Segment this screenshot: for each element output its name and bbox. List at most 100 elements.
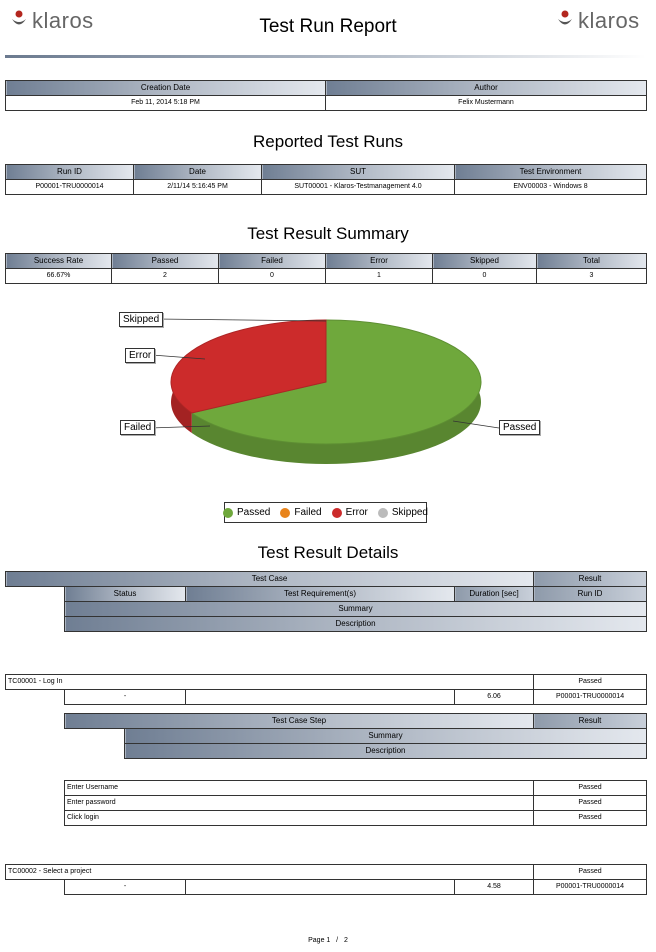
runs-table: Run ID Date SUT Test Environment P00001-… bbox=[5, 164, 647, 195]
legend-item-error: Error bbox=[331, 507, 368, 518]
creation-table: Creation Date Author Feb 11, 2014 5:18 P… bbox=[5, 80, 647, 111]
details-header-table: Test Case Result Status Test Requirement… bbox=[4, 571, 648, 632]
klaros-logo-left: klaros bbox=[10, 8, 94, 34]
summary-table: Success Rate Passed Failed Error Skipped… bbox=[5, 253, 647, 284]
col-header-requirements: Test Requirement(s) bbox=[185, 586, 455, 602]
step-name: Enter Username bbox=[64, 780, 534, 796]
logo-text: klaros bbox=[578, 8, 640, 33]
indent-spacer bbox=[65, 729, 125, 744]
test-case-run-id: P00001-TRU0000014 bbox=[533, 689, 648, 705]
step-result: Passed bbox=[533, 780, 647, 796]
col-header: Passed bbox=[111, 253, 219, 269]
step-result: Passed bbox=[533, 795, 647, 811]
test-case-result: Passed bbox=[533, 674, 648, 690]
legend-label: Error bbox=[345, 507, 368, 518]
step-row: Enter Username Passed bbox=[64, 780, 647, 796]
creation-date-value: Feb 11, 2014 5:18 PM bbox=[5, 95, 326, 111]
pie-label-passed: Passed bbox=[499, 420, 541, 435]
legend-item-failed: Failed bbox=[280, 507, 322, 518]
indent-spacer bbox=[6, 690, 65, 705]
test-case-requirements bbox=[185, 879, 455, 895]
test-case-run-id: P00001-TRU0000014 bbox=[533, 879, 648, 895]
pie-label-skipped: Skipped bbox=[119, 312, 164, 327]
legend-dot bbox=[223, 507, 234, 518]
test-case-status: - bbox=[64, 879, 186, 895]
step-result: Passed bbox=[533, 810, 647, 826]
leader-line-passed bbox=[452, 420, 500, 429]
col-header-step: Test Case Step bbox=[64, 713, 534, 729]
failed-cell: 0 bbox=[218, 268, 326, 284]
indent-spacer bbox=[6, 617, 65, 632]
test-case-name: TC00001 - Log In bbox=[4, 674, 535, 690]
legend-dot bbox=[377, 507, 388, 518]
col-header: Total bbox=[536, 253, 647, 269]
legend-item-passed: Passed bbox=[223, 507, 270, 518]
col-header: Skipped bbox=[432, 253, 537, 269]
section-heading: Test Result Details bbox=[257, 543, 399, 562]
klaros-logo-icon bbox=[558, 10, 572, 25]
test-case-result: Passed bbox=[533, 864, 648, 880]
col-header-step-summary: Summary bbox=[124, 728, 647, 744]
col-header: Run ID bbox=[5, 164, 134, 180]
error-cell: 1 bbox=[325, 268, 433, 284]
leader-line-error bbox=[151, 354, 206, 360]
indent-spacer bbox=[65, 744, 125, 759]
col-header-step-description: Description bbox=[124, 743, 647, 759]
passed-cell: 2 bbox=[111, 268, 219, 284]
col-header: SUT bbox=[261, 164, 455, 180]
report-title: Test Run Report bbox=[259, 16, 397, 37]
col-header: Date bbox=[133, 164, 262, 180]
page-number: Page 1 bbox=[308, 937, 331, 944]
test-case-table: TC00002 - Select a project Passed - 4.58… bbox=[4, 864, 648, 895]
col-header: Test Environment bbox=[454, 164, 647, 180]
result-pie-chart bbox=[149, 318, 500, 464]
col-header-description: Description bbox=[63, 616, 648, 632]
section-heading: Reported Test Runs bbox=[253, 132, 403, 151]
col-header: Failed bbox=[218, 253, 326, 269]
test-case-name: TC00002 - Select a project bbox=[4, 864, 535, 880]
col-header-status: Status bbox=[64, 586, 186, 602]
col-header-duration: Duration [sec] bbox=[453, 586, 535, 602]
legend-label: Passed bbox=[237, 507, 271, 518]
pie-label-failed: Failed bbox=[120, 420, 156, 435]
skipped-cell: 0 bbox=[432, 268, 537, 284]
legend-item-skipped: Skipped bbox=[377, 507, 428, 518]
test-case-duration: 4.58 bbox=[453, 879, 535, 895]
col-header: Error bbox=[325, 253, 433, 269]
step-name: Click login bbox=[64, 810, 534, 826]
pie-slice-error bbox=[170, 319, 327, 414]
legend-label: Skipped bbox=[391, 507, 428, 518]
page-footer: Page 1 / 2 bbox=[0, 937, 656, 944]
run-sut-cell: SUT00001 - Klaros-Testmanagement 4.0 bbox=[261, 179, 455, 195]
col-header-run-id: Run ID bbox=[533, 586, 648, 602]
col-header: Creation Date bbox=[5, 80, 326, 96]
legend-dot bbox=[280, 507, 291, 518]
logo-text: klaros bbox=[32, 8, 94, 33]
legend-dot bbox=[331, 507, 342, 518]
col-header-result: Result bbox=[533, 571, 648, 587]
step-row: Enter password Passed bbox=[64, 795, 647, 811]
indent-spacer bbox=[6, 587, 65, 602]
step-name: Enter password bbox=[64, 795, 534, 811]
pie-slice-passed bbox=[190, 319, 482, 445]
author-value: Felix Mustermann bbox=[325, 95, 647, 111]
page-separator: / bbox=[336, 937, 339, 944]
klaros-logo-right: klaros bbox=[556, 8, 640, 34]
chart-legend: Passed Failed Error Skipped bbox=[223, 502, 428, 523]
indent-spacer bbox=[6, 880, 65, 895]
pie-label-error: Error bbox=[125, 348, 156, 363]
col-header-test-case: Test Case bbox=[4, 571, 535, 587]
test-case-duration: 6.06 bbox=[453, 689, 535, 705]
klaros-logo-icon bbox=[12, 10, 26, 25]
header-rule bbox=[5, 55, 646, 58]
col-header-summary: Summary bbox=[63, 601, 648, 617]
step-header-table: Test Case Step Result Summary Descriptio… bbox=[64, 713, 647, 759]
run-id-cell: P00001-TRU0000014 bbox=[5, 179, 134, 195]
indent-spacer bbox=[6, 602, 65, 617]
step-row: Click login Passed bbox=[64, 810, 647, 826]
success-rate-cell: 66.67% bbox=[5, 268, 112, 284]
total-cell: 3 bbox=[536, 268, 647, 284]
col-header: Success Rate bbox=[5, 253, 112, 269]
run-date-cell: 2/11/14 5:16:45 PM bbox=[133, 179, 262, 195]
steps-table: Enter Username Passed Enter password Pas… bbox=[64, 780, 647, 826]
